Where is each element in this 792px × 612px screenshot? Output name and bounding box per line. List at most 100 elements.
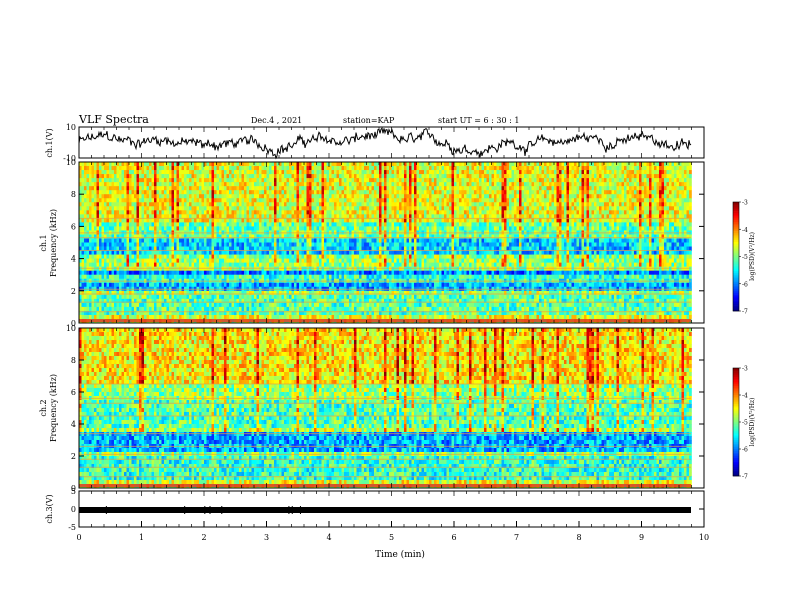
spectrogram-cell xyxy=(264,242,267,247)
spectrogram-cell xyxy=(266,306,270,312)
spectrogram-cell xyxy=(136,258,140,263)
spectrogram-cell xyxy=(274,182,277,187)
spectrogram-cell xyxy=(254,294,257,300)
spectrogram-cell xyxy=(321,238,325,243)
spectrogram-cell xyxy=(89,270,92,276)
spectrogram-cell xyxy=(106,198,110,203)
spectrogram-cell xyxy=(249,314,252,320)
spectrogram-cell xyxy=(224,182,227,187)
spectrogram-cell xyxy=(81,302,85,308)
spectrogram-cell xyxy=(266,266,270,271)
spectrogram-cell xyxy=(331,290,335,296)
spectrogram-cell xyxy=(224,274,227,280)
spectrogram-cell xyxy=(346,182,350,187)
spectrogram-cell xyxy=(211,294,215,300)
spectrogram-cell xyxy=(371,290,375,296)
spectrogram-cell xyxy=(364,218,367,223)
spectrogram-cell xyxy=(324,174,327,179)
spectrogram-cell xyxy=(101,250,105,255)
spectrogram-cell xyxy=(311,174,315,179)
spectrogram-cell xyxy=(174,222,177,227)
spectrogram-cell xyxy=(119,194,122,199)
spectrogram-cell xyxy=(349,182,352,187)
spectrogram-cell xyxy=(154,246,157,251)
spectrogram-cell xyxy=(141,238,145,243)
spectrogram-cell xyxy=(206,242,210,247)
spectrogram-cell xyxy=(229,178,232,183)
spectrogram-cell xyxy=(149,310,152,316)
spectrogram-cell xyxy=(201,198,205,203)
spectrogram-cell xyxy=(244,282,247,288)
spectrogram-cell xyxy=(186,186,190,191)
spectrogram-cell xyxy=(204,250,207,255)
spectrogram-cell xyxy=(114,218,117,223)
spectrogram-cell xyxy=(184,310,187,316)
spectrogram-cell xyxy=(289,258,292,263)
spectrogram-cell xyxy=(244,210,247,215)
spectrogram-cell xyxy=(109,190,112,195)
spectrogram-cell xyxy=(246,262,250,267)
spectrogram-cell xyxy=(129,254,132,259)
spectrogram-cell xyxy=(96,290,100,296)
spectrogram-cell xyxy=(256,310,260,316)
spectrogram-cell xyxy=(189,270,192,276)
spectrogram-cell xyxy=(121,226,125,231)
spectrogram-cell xyxy=(176,314,180,320)
spectrogram-cell xyxy=(371,190,375,195)
spectrogram-cell xyxy=(131,186,135,191)
spectrogram-cell xyxy=(124,298,127,304)
spectrogram-cell xyxy=(221,194,225,199)
spectrogram-cell xyxy=(306,266,310,271)
spectrogram-cell xyxy=(149,266,152,271)
spectrogram-cell xyxy=(314,302,317,308)
spectrogram-cell xyxy=(356,214,360,219)
spectrogram-cell xyxy=(159,206,162,211)
spectrogram-cell xyxy=(174,266,177,271)
spectrogram-cell xyxy=(331,202,335,207)
spectrogram-cell xyxy=(116,274,120,280)
spectrogram-cell xyxy=(264,170,267,175)
spectrogram-cell xyxy=(256,254,260,259)
spectrogram-cell xyxy=(289,298,292,304)
spectrogram-cell xyxy=(179,166,182,171)
spectrogram-cell xyxy=(171,214,175,219)
spectrogram-cell xyxy=(191,214,195,219)
spectrogram-cell xyxy=(99,222,102,227)
spectrogram-cell xyxy=(89,266,92,271)
spectrogram-cell xyxy=(274,174,277,179)
spectrogram-cell xyxy=(159,302,162,308)
spectrogram-cell xyxy=(386,210,390,215)
spectrogram-cell xyxy=(164,194,167,199)
spectrogram-cell xyxy=(204,226,207,231)
spectrogram-cell xyxy=(366,206,370,211)
spectrogram-cell xyxy=(104,186,107,191)
spectrogram-cell xyxy=(199,166,202,171)
spectrogram-cell xyxy=(111,194,115,199)
spectrogram-cell xyxy=(184,298,187,304)
spectrogram-cell xyxy=(219,166,222,171)
spectrogram-cell xyxy=(389,166,392,171)
spectrogram-cell xyxy=(284,242,287,247)
spectrogram-cell xyxy=(126,170,130,175)
spectrogram-cell xyxy=(376,314,380,320)
spectrogram-cell xyxy=(201,294,205,300)
spectrogram-cell xyxy=(116,310,120,316)
spectrogram-cell xyxy=(329,182,332,187)
spectrogram-cell xyxy=(79,202,82,207)
spectrogram-cell xyxy=(176,198,180,203)
spectrogram-cell xyxy=(274,282,277,288)
spectrogram-cell xyxy=(91,186,95,191)
spectrogram-cell xyxy=(89,242,92,247)
spectrogram-cell xyxy=(189,294,192,300)
spectrogram-cell xyxy=(96,218,100,223)
spectrogram-cell xyxy=(371,238,375,243)
spectrogram-cell xyxy=(151,226,155,231)
spectrogram-cell xyxy=(314,218,317,223)
spectrogram-cell xyxy=(304,190,307,195)
spectrogram-cell xyxy=(89,294,92,300)
spectrogram-cell xyxy=(369,250,372,255)
spectrogram-cell xyxy=(94,162,97,167)
spectrogram-cell xyxy=(384,274,387,280)
spectrogram-cell xyxy=(121,254,125,259)
spectrogram-cell xyxy=(151,250,155,255)
